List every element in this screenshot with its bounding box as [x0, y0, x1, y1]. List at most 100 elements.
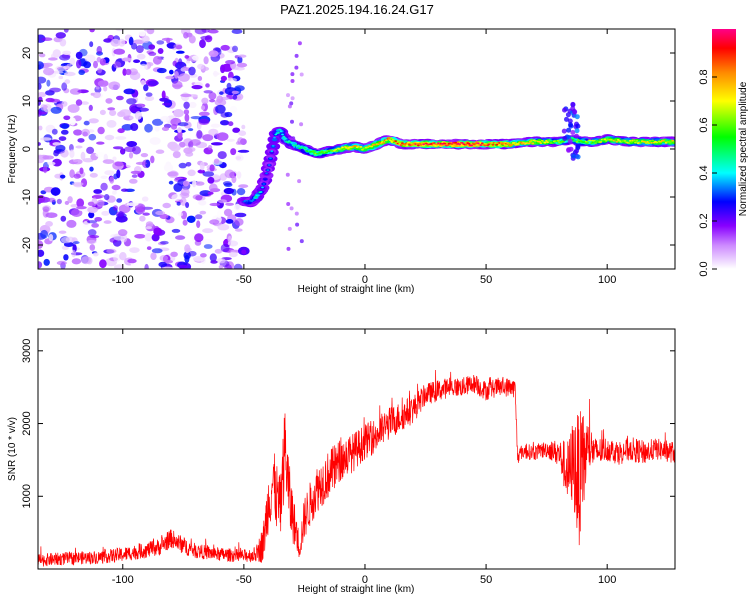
noise-blob	[167, 171, 178, 177]
noise-blob	[221, 63, 233, 72]
noise-blob	[111, 184, 121, 191]
noise-blob	[287, 104, 292, 109]
noise-blob	[42, 155, 54, 160]
noise-blob	[145, 159, 151, 168]
noise-blob	[42, 206, 50, 212]
spectral-line-cell	[261, 186, 264, 189]
noise-blob	[144, 95, 155, 101]
noise-blob	[183, 147, 193, 154]
noise-blob	[160, 240, 169, 245]
spectral-line-cell	[574, 133, 579, 139]
spectral-line-cell	[387, 137, 391, 140]
noise-blob	[113, 61, 122, 69]
spectral-line-cell	[571, 153, 577, 159]
noise-blob	[208, 92, 217, 100]
noise-blob	[138, 31, 146, 37]
spectral-line-cell	[527, 142, 531, 145]
noise-blob	[194, 181, 205, 186]
noise-blob	[110, 38, 121, 47]
spectral-line-cell	[575, 141, 579, 143]
noise-blob	[67, 104, 80, 113]
noise-blob	[220, 44, 230, 51]
noise-blob	[112, 146, 124, 150]
noise-blob	[66, 219, 77, 228]
noise-blob	[117, 128, 125, 134]
spectral-line-cell	[480, 142, 484, 145]
noise-blob	[64, 79, 71, 84]
noise-blob	[227, 235, 232, 244]
noise-blob	[50, 187, 61, 196]
noise-blob	[286, 202, 291, 206]
noise-blob	[101, 210, 110, 216]
noise-blob	[55, 32, 66, 39]
noise-blob	[125, 68, 132, 76]
noise-blob	[220, 120, 230, 126]
noise-blob	[43, 165, 48, 174]
spectral-line-cell	[539, 142, 543, 145]
spectral-line-cell	[568, 122, 573, 128]
spectral-line-cell	[450, 143, 454, 146]
noise-blob	[52, 70, 64, 74]
spectral-line-cell	[321, 150, 324, 153]
noise-blob	[76, 198, 85, 208]
noise-blob	[223, 187, 235, 195]
noise-blob	[92, 91, 102, 99]
noise-blob	[209, 202, 221, 207]
noise-blob	[232, 94, 238, 100]
noise-blob	[119, 109, 131, 117]
spectral-line-cell	[599, 141, 603, 143]
noise-blob	[113, 264, 125, 269]
noise-blob	[48, 234, 54, 242]
noise-blob	[104, 170, 115, 176]
x-tick-label: -100	[112, 274, 134, 286]
noise-blob	[148, 44, 156, 50]
noise-blob	[191, 55, 202, 61]
noise-blob	[62, 50, 72, 55]
noise-blob	[129, 247, 140, 254]
noise-blob	[185, 202, 190, 208]
x-tick-label: -50	[236, 574, 252, 586]
noise-blob	[99, 259, 107, 269]
noise-blob	[194, 233, 204, 243]
noise-blob	[129, 178, 138, 184]
noise-blob	[187, 169, 196, 177]
noise-blob	[140, 153, 149, 158]
noise-blob	[299, 72, 304, 77]
noise-blob	[149, 137, 161, 145]
noise-blob	[99, 58, 106, 66]
spectral-line-cell	[303, 147, 307, 150]
noise-blob	[38, 261, 43, 269]
spectral-line-cell	[257, 194, 260, 197]
spectral-line-cell	[630, 141, 633, 143]
noise-blob	[126, 98, 137, 105]
noise-blob	[140, 79, 146, 86]
noise-blob	[130, 123, 139, 131]
noise-blob	[105, 98, 113, 104]
noise-blob	[45, 221, 53, 227]
noise-blob	[187, 250, 197, 257]
spectral-line-cell	[399, 144, 403, 147]
noise-blob	[53, 150, 59, 157]
noise-blob	[294, 211, 299, 216]
noise-blob	[60, 236, 73, 244]
noise-blob	[168, 180, 174, 185]
noise-blob	[157, 48, 164, 54]
spectral-line-cell	[494, 142, 497, 145]
noise-blob	[159, 97, 169, 102]
colorbar-tick-label: 0.8	[698, 69, 710, 84]
noise-blob	[45, 212, 58, 218]
noise-blob	[67, 196, 73, 204]
spectral-line-cell	[403, 143, 407, 146]
spectral-line-cell	[575, 123, 581, 129]
noise-blob	[133, 59, 141, 63]
noise-blob	[83, 61, 92, 69]
noise-blob	[38, 249, 45, 257]
noise-blob	[218, 199, 227, 204]
spectral-line-cell	[512, 142, 516, 144]
snr-x-label: Height of straight line (km)	[298, 584, 415, 595]
spectral-line-cell	[454, 141, 458, 144]
noise-blob	[125, 162, 132, 168]
noise-blob	[108, 81, 121, 90]
noise-blob	[163, 163, 174, 172]
